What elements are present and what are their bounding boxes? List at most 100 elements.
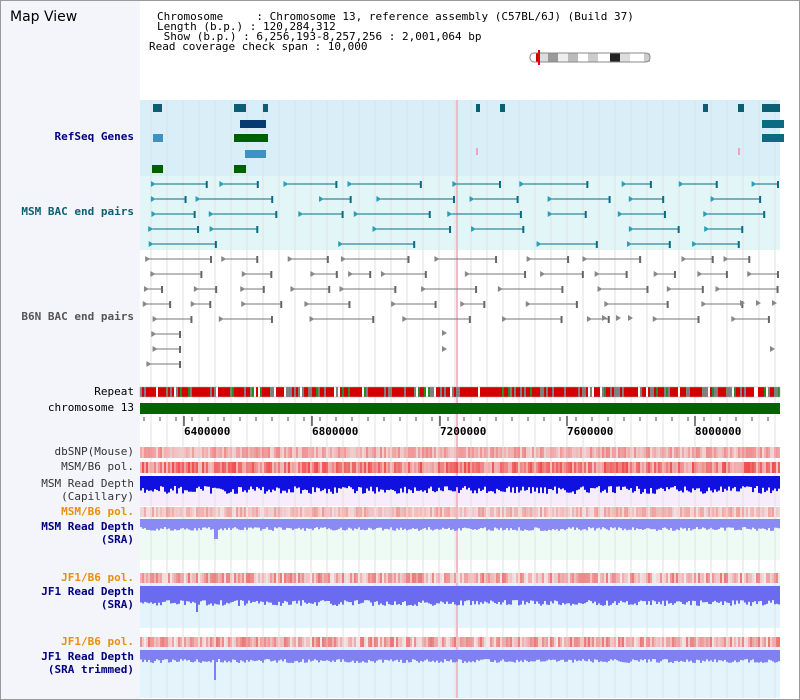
msm-b6-pol-cell	[536, 462, 538, 473]
track-label-msm-bac[interactable]: MSM BAC end pairs	[21, 205, 134, 218]
msm-capillary-depth-bar	[308, 476, 310, 493]
msm-b6-pol-cell	[462, 507, 464, 517]
msm-capillary-depth-bar	[264, 476, 266, 494]
repeat-block	[386, 387, 388, 397]
jf1-b6-pol-cell	[396, 573, 398, 583]
jf1-b6-pol-cell	[268, 573, 270, 583]
repeat-block	[636, 387, 638, 397]
repeat-block	[584, 387, 586, 397]
msm-capillary-depth-bar	[606, 476, 608, 493]
jf1-b6-pol-cell	[336, 573, 338, 583]
msm-bac-end	[628, 226, 634, 232]
dbsnp-cell	[276, 447, 278, 458]
msm-b6-pol-cell	[510, 507, 512, 517]
msm-b6-pol-cell	[164, 507, 166, 517]
jf1-b6-pol-cell	[322, 637, 324, 647]
msm-bac-end	[649, 181, 652, 188]
msm-sra-depth-bar	[636, 519, 638, 529]
repeat-block	[634, 387, 636, 397]
jf1-b6-pol-cell	[660, 637, 662, 647]
msm-bac-end	[214, 241, 217, 248]
msm-capillary-depth-bar	[656, 476, 658, 490]
msm-b6-pol-cell	[168, 507, 170, 517]
msm-b6-pol-cell	[478, 507, 480, 517]
msm-b6-pol-cell	[466, 507, 468, 517]
msm-b6-pol-cell	[212, 462, 214, 473]
msm-sra-depth-bar	[432, 519, 434, 531]
jf1-sra-depth-bar	[570, 586, 572, 606]
jf1-b6-pol-cell	[500, 573, 502, 583]
dbsnp-cell	[702, 447, 704, 458]
jf1-sra-depth-bar	[142, 586, 144, 604]
jf1-sra-depth-bar	[404, 586, 406, 602]
track-label-refseq[interactable]: RefSeq Genes	[54, 130, 134, 143]
msm-b6-pol-cell	[660, 507, 662, 517]
repeat-block	[562, 387, 564, 397]
msm-capillary-depth-bar	[484, 476, 486, 487]
jf1-b6-pol-cell	[296, 637, 298, 647]
msm-b6-pol-cell	[172, 462, 174, 473]
dbsnp-cell	[620, 447, 622, 458]
dbsnp-cell	[744, 447, 746, 458]
jf1-b6-pol-cell	[458, 573, 460, 583]
msm-capillary-depth-bar	[504, 476, 506, 492]
dbsnp-cell	[456, 447, 458, 458]
jf1-b6-pol-cell	[628, 637, 630, 647]
msm-capillary-depth-bar	[392, 476, 394, 490]
msm-b6-pol-cell	[712, 462, 714, 473]
jf1-b6-pol-cell	[746, 573, 748, 583]
jf1-sra-depth-bar	[366, 586, 368, 601]
msm-b6-pol-cell	[404, 462, 406, 473]
msm-b6-pol-cell	[736, 462, 738, 473]
b6n-bac-end	[731, 316, 737, 322]
jf1-b6-pol-cell	[538, 573, 540, 583]
jf1-b6-pol-cell	[320, 573, 322, 583]
jf1-b6-pol-cell	[598, 637, 600, 647]
msm-b6-pol-cell	[498, 507, 500, 517]
jf1-b6-pol-cell	[504, 637, 506, 647]
jf1-sra-depth-bar	[200, 586, 202, 602]
b6n-bac-end	[653, 271, 659, 277]
msm-sra-depth-bar	[286, 519, 288, 528]
msm-b6-pol-cell	[620, 507, 622, 517]
jf1-trim-depth-bar	[298, 650, 300, 663]
jf1-sra-depth-bar	[248, 586, 250, 601]
msm-capillary-depth-bar	[752, 476, 754, 493]
msm-bac-end	[621, 181, 627, 187]
jf1-b6-pol-cell	[676, 573, 678, 583]
msm-sra-depth-bar	[486, 519, 488, 531]
track-label-b6n-bac[interactable]: B6N BAC end pairs	[21, 310, 134, 323]
jf1-b6-pol-cell	[742, 637, 744, 647]
msm-sra-depth-bar	[690, 519, 692, 531]
b6n-bac-end	[146, 361, 152, 367]
msm-b6-pol-cell	[288, 462, 290, 473]
msm-b6-pol-cell	[716, 507, 718, 517]
b6n-bac-end	[567, 256, 570, 263]
msm-sra-depth-bar	[200, 519, 202, 530]
msm-b6-pol-cell	[488, 507, 490, 517]
jf1-sra-depth-bar	[776, 586, 778, 604]
jf1-b6-pol-cell	[446, 573, 448, 583]
b6n-bac-end	[725, 271, 728, 278]
repeat-block	[500, 387, 502, 397]
repeat-block	[176, 387, 178, 397]
msm-capillary-depth-bar	[610, 476, 612, 487]
msm-b6-pol-cell	[624, 462, 626, 473]
msm-sra-depth-bar	[478, 519, 480, 529]
msm-b6-pol-cell	[414, 507, 416, 517]
jf1-sra-depth-bar	[290, 586, 292, 605]
jf1-b6-pol-cell	[660, 573, 662, 583]
jf1-b6-pol-cell	[152, 573, 154, 583]
msm-capillary-depth-bar	[612, 476, 614, 493]
jf1-sra-depth-bar	[700, 586, 702, 601]
jf1-b6-pol-cell	[238, 573, 240, 583]
msm-b6-pol-cell	[178, 462, 180, 473]
jf1-b6-pol-cell	[398, 573, 400, 583]
jf1-sra-depth-bar	[766, 586, 768, 604]
msm-sra-depth-bar	[700, 519, 702, 529]
jf1-b6-pol-cell	[416, 637, 418, 647]
dbsnp-cell	[256, 447, 258, 458]
dbsnp-cell	[706, 447, 708, 458]
jf1-sra-depth-bar	[618, 586, 620, 603]
